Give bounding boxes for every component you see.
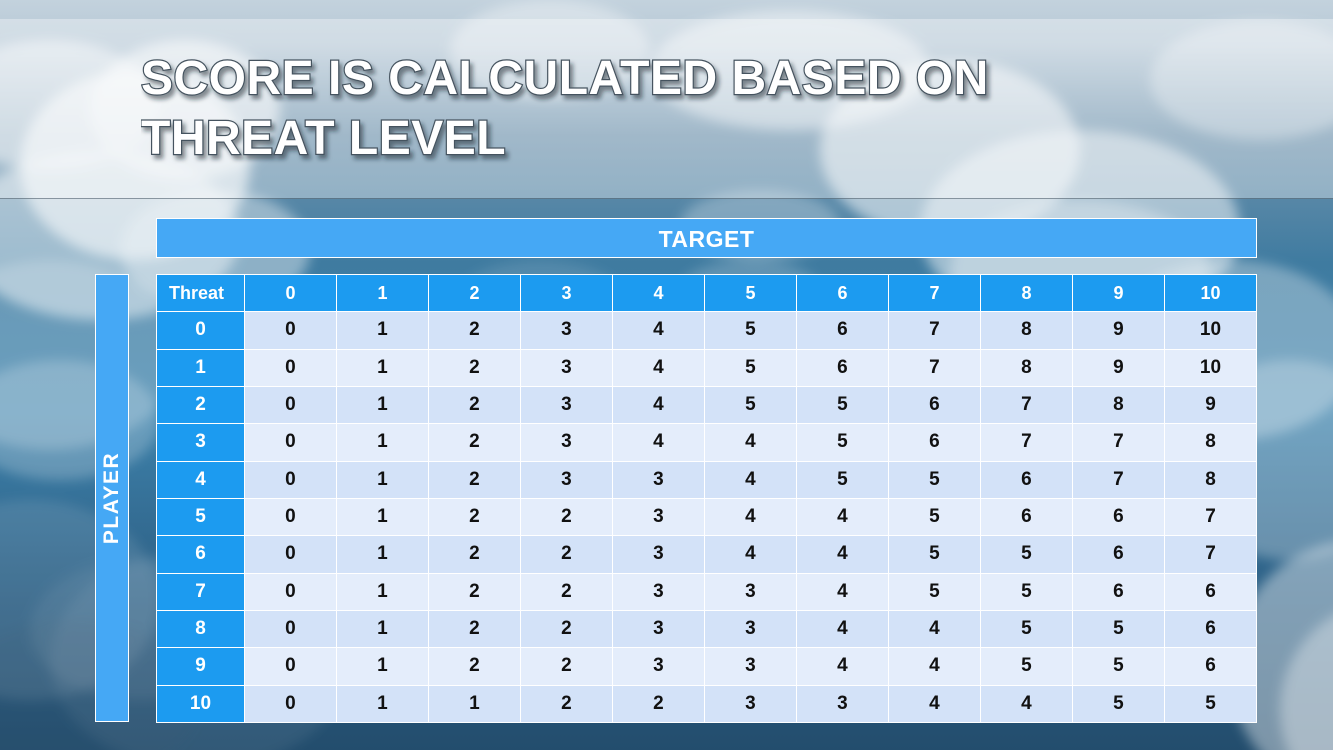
svg-text:SCORE IS CALCULATED BASED ON: SCORE IS CALCULATED BASED ON (141, 52, 989, 105)
svg-text:THREAT LEVEL: THREAT LEVEL (141, 112, 506, 165)
